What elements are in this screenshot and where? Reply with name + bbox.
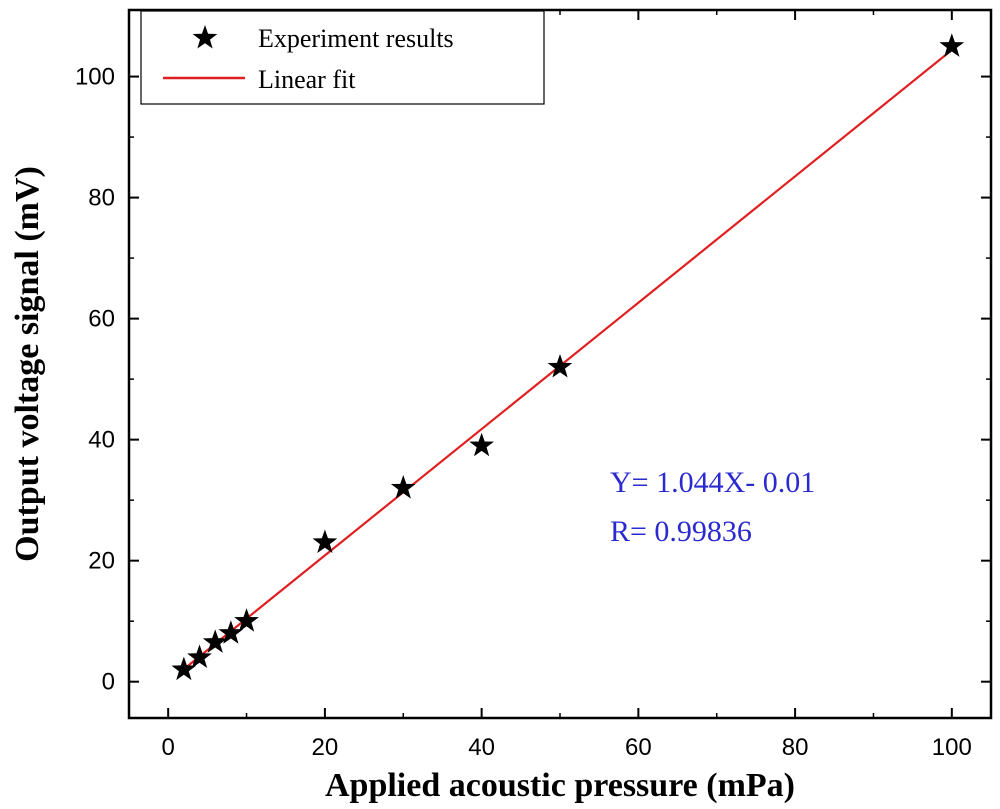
y-axis-title: Output voltage signal (mV) <box>9 166 46 562</box>
y-tick-label: 60 <box>88 306 115 333</box>
data-point-star <box>187 644 212 668</box>
data-point-star <box>234 608 259 632</box>
y-tick-label: 0 <box>102 669 115 696</box>
x-tick-label: 20 <box>312 734 339 761</box>
data-point-star <box>547 354 573 378</box>
legend-label-experiment: Experiment results <box>258 24 454 53</box>
x-tick-label: 0 <box>162 734 175 761</box>
data-point-star <box>312 529 338 554</box>
fit-equation-annotation: Y= 1.044X- 0.01 <box>610 466 815 499</box>
series-layer <box>171 33 965 681</box>
x-tick-label: 60 <box>625 734 652 761</box>
legend-label-fit: Linear fit <box>258 65 356 94</box>
y-axis-ticks: 0 20 40 60 80 100 <box>75 64 991 696</box>
data-point-star <box>218 620 244 644</box>
legend-box <box>140 10 545 105</box>
data-point-star <box>469 432 494 457</box>
legend-star-marker <box>192 25 218 49</box>
data-point-star <box>171 656 197 681</box>
y-tick-label: 40 <box>88 427 115 454</box>
x-tick-label: 80 <box>782 734 809 761</box>
legend: Experiment results Linear fit <box>140 10 545 105</box>
y-tick-label: 80 <box>88 185 115 212</box>
data-point-star <box>202 629 228 653</box>
linear-fit-line <box>183 49 953 670</box>
x-axis-ticks: 0 20 40 60 80 100 <box>162 10 972 761</box>
x-axis-title: Applied acoustic pressure (mPa) <box>325 767 795 804</box>
y-tick-label: 20 <box>88 548 115 575</box>
data-point-star <box>390 475 416 499</box>
y-tick-label: 100 <box>75 64 115 91</box>
x-tick-label: 100 <box>932 734 972 761</box>
data-point-star <box>939 33 965 57</box>
x-tick-label: 40 <box>468 734 495 761</box>
fit-r-annotation: R= 0.99836 <box>610 515 752 548</box>
